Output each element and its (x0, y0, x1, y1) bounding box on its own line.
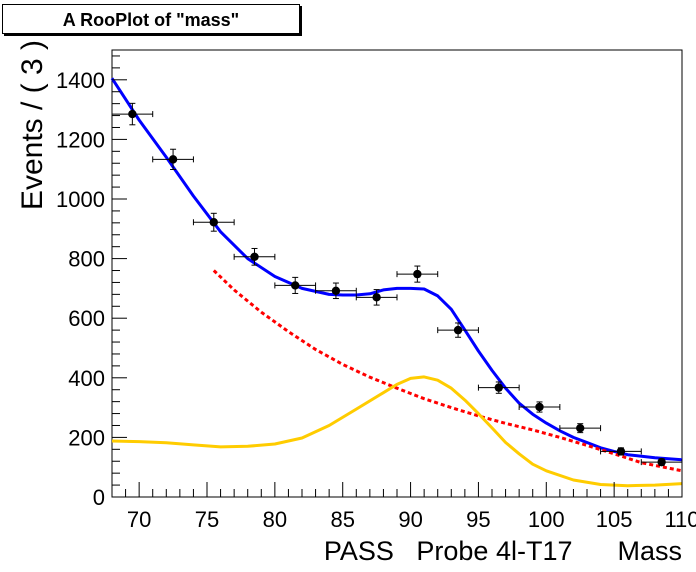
x-tick-label: 105 (596, 507, 633, 532)
plot-title-box: A RooPlot of "mass" (2, 4, 300, 34)
x-tick-label: 75 (195, 507, 219, 532)
data-marker (453, 325, 463, 335)
data-marker (209, 218, 218, 227)
x-tick-label: 70 (127, 507, 151, 532)
data-marker (413, 269, 422, 279)
data-marker (291, 281, 300, 290)
data-marker (494, 383, 503, 392)
data-marker (250, 252, 259, 262)
y-tick-label: 400 (68, 366, 105, 391)
data-marker (128, 109, 137, 119)
curve-1 (212, 269, 683, 473)
axes: 70 75 80 85 90 95 100 105 110 0 200 400 600 800 1000 12… (56, 55, 696, 532)
data-marker (535, 402, 544, 412)
data-marker (372, 293, 381, 302)
x-tick-label: 90 (398, 507, 422, 532)
data-marker (657, 457, 666, 467)
x-axis-label: PASS Probe 4l-T17 Mass (324, 536, 682, 566)
curve-0 (110, 77, 683, 462)
y-tick-label: 1400 (56, 68, 105, 93)
y-axis-label: Events / ( 3 ) (16, 40, 49, 210)
data-point (274, 276, 317, 294)
data-point (477, 381, 520, 394)
data-point (518, 401, 561, 413)
data-point (315, 282, 357, 300)
data-point (396, 265, 439, 283)
data-point (355, 289, 398, 306)
data-point (437, 322, 479, 338)
y-tick-label: 800 (68, 247, 105, 272)
data-point (152, 148, 194, 170)
x-tick-label: 85 (330, 507, 354, 532)
data-marker (576, 423, 585, 433)
data-point (640, 457, 683, 467)
data-marker (331, 286, 341, 295)
y-tick-label: 600 (68, 306, 105, 331)
data-marker (168, 155, 178, 164)
data-points (111, 102, 683, 467)
data-marker (616, 447, 626, 456)
curves (110, 77, 683, 488)
y-tick-label: 1200 (56, 127, 105, 152)
data-point (600, 447, 642, 456)
plot-title: A RooPlot of "mass" (62, 10, 240, 30)
x-tick-label: 100 (528, 507, 565, 532)
y-tick-label: 0 (93, 485, 105, 510)
data-point (111, 102, 154, 126)
data-point (559, 423, 602, 434)
x-tick-label: 110 (664, 507, 696, 532)
x-tick-label: 95 (466, 507, 490, 532)
curve-2 (111, 375, 683, 488)
y-tick-label: 1000 (56, 187, 105, 212)
x-tick-label: 80 (263, 507, 287, 532)
data-point (233, 247, 276, 266)
y-tick-label: 200 (68, 425, 105, 450)
data-point (192, 212, 235, 232)
